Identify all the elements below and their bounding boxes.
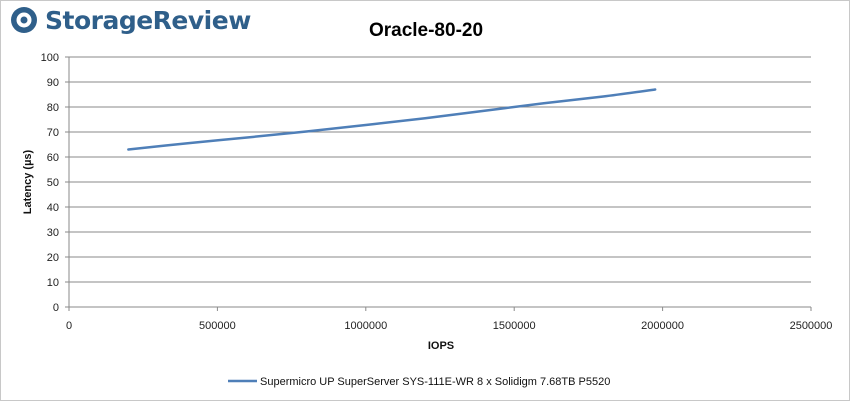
legend: Supermicro UP SuperServer SYS-111E-WR 8 … — [228, 376, 610, 388]
x-tick-label: 0 — [66, 320, 72, 332]
x-tick-label: 2500000 — [790, 320, 833, 332]
y-tick-label: 20 — [47, 252, 59, 264]
storage-review-logo-icon — [11, 7, 37, 33]
brand-logo: StorageReview — [9, 5, 251, 35]
x-tick-label: 2000000 — [641, 320, 684, 332]
y-tick-label: 10 — [47, 277, 59, 289]
series-lines — [127, 88, 657, 151]
y-tick-label: 80 — [47, 102, 59, 114]
y-tick-label: 40 — [47, 202, 59, 214]
series-line — [127, 88, 657, 151]
y-tick-label: 70 — [47, 127, 59, 139]
axes — [65, 56, 812, 311]
y-tick-label: 0 — [53, 302, 59, 314]
x-tick-label: 1000000 — [344, 320, 387, 332]
tick-labels: 0 10 20 30 40 50 60 70 80 90 100 0 500000 1000000 1500… — [41, 52, 833, 332]
x-tick-label: 500000 — [199, 320, 236, 332]
brand-name: StorageReview — [45, 5, 251, 35]
y-tick-label: 90 — [47, 77, 59, 89]
y-axis-title: Latency (µs) — [22, 149, 34, 214]
y-tick-label: 50 — [47, 177, 59, 189]
gridlines — [69, 56, 811, 283]
y-tick-label: 30 — [47, 227, 59, 239]
chart-title: Oracle-80-20 — [369, 20, 483, 41]
y-tick-label: 100 — [41, 52, 59, 64]
y-tick-label: 60 — [47, 152, 59, 164]
x-axis-title: IOPS — [428, 340, 454, 352]
x-tick-label: 1500000 — [493, 320, 536, 332]
legend-label: Supermicro UP SuperServer SYS-111E-WR 8 … — [260, 376, 610, 388]
